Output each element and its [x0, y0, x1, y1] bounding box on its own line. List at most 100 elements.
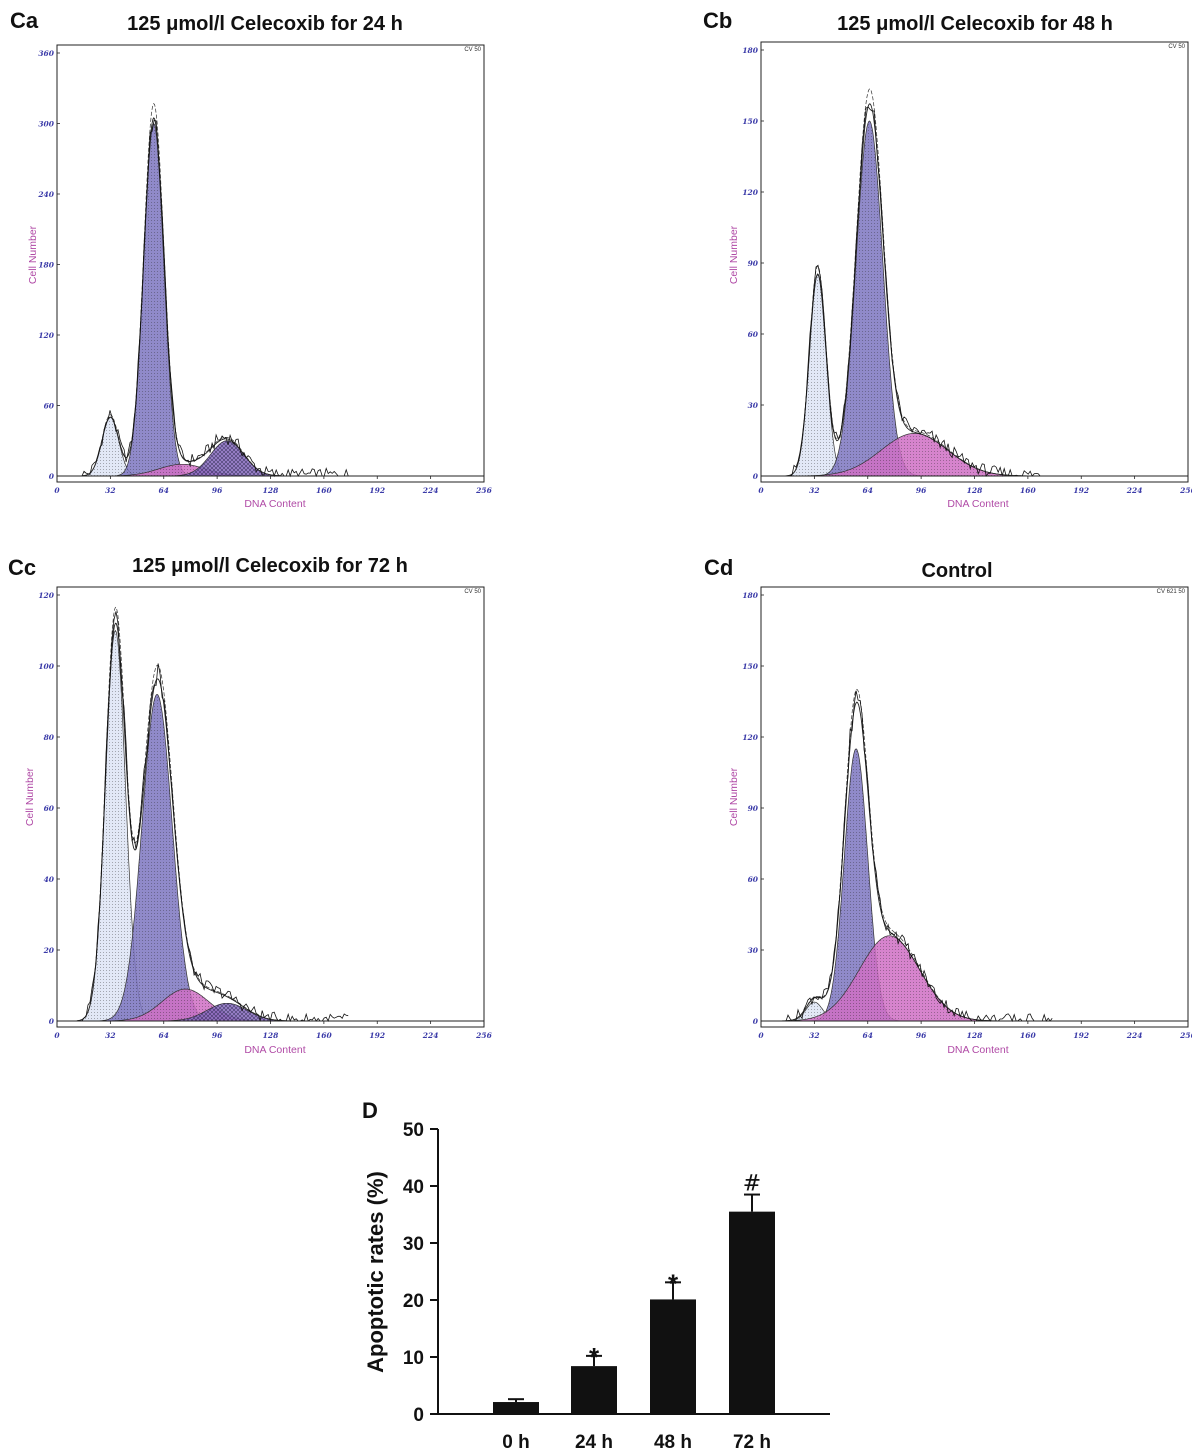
y-axis-label: Cell Number [24, 767, 36, 826]
x-tick-label: 192 [1073, 486, 1089, 495]
y-tick-label: 0 [413, 1405, 424, 1426]
panel-cc: Cc 125 μmol/l Celecoxib for 72 h 0 32 64 96… [8, 555, 493, 1056]
panel-label: D [362, 1098, 378, 1123]
y-tick-label: 100 [38, 662, 54, 671]
panel-d: D Apoptotic rates (%) 0 10 20 30 40 50 0 h 24 h… [362, 1098, 830, 1453]
x-tick-label: 64 [159, 486, 169, 495]
y-tick-label: 300 [38, 120, 54, 129]
bar [571, 1366, 617, 1414]
y-axis-label: Apoptotic rates (%) [363, 1171, 388, 1373]
x-tick-label: 96 [212, 1031, 223, 1040]
x-axis-label: DNA Content [244, 498, 305, 510]
y-tick-label: 180 [742, 46, 758, 55]
x-tick-label: 96 [916, 486, 927, 495]
envelope-line [784, 688, 1042, 1022]
panel-ca: Ca 125 μmol/l Celecoxib for 24 h 0 32 64 96… [10, 8, 493, 510]
y-tick-label: 50 [403, 1120, 424, 1141]
raw-histogram-line [785, 690, 1053, 1023]
x-tick-label: 128 [967, 486, 983, 495]
y-tick-label: 0 [753, 1017, 759, 1026]
x-axis-label: DNA Content [947, 498, 1008, 510]
y-tick-label: 80 [44, 733, 55, 742]
peak-texture [147, 1003, 308, 1021]
peak-texture [769, 935, 1010, 1021]
panel-label: Cb [703, 8, 732, 33]
y-tick-label: 240 [37, 190, 54, 199]
x-tick-label: 256 [475, 486, 492, 495]
x-tick-label: 96 [212, 486, 223, 495]
y-tick-label: 60 [44, 804, 55, 813]
x-tick-label: 32 [105, 486, 115, 495]
peak-texture [77, 417, 144, 476]
panel-title: Control [921, 560, 992, 582]
y-axis-label: Cell Number [27, 225, 39, 284]
peak-texture [781, 1002, 848, 1021]
x-tick-label: 64 [863, 486, 873, 495]
y-tick-label: 150 [742, 662, 758, 671]
y-tick-label: 90 [748, 804, 759, 813]
y-tick-label: 40 [44, 875, 55, 884]
peak-texture [113, 123, 194, 476]
panel-cd: Cd Control 0 32 64 96 128 160 192 224 256 0 30 60 90… [704, 555, 1192, 1056]
cv-tag: CV 50 [464, 589, 481, 595]
x-tick-label: 256 [1179, 1031, 1192, 1040]
x-tick-label: 160 [1020, 486, 1036, 495]
x-tick-label: 72 h [733, 1432, 771, 1453]
y-tick-label: 180 [742, 591, 758, 600]
panel-title: 125 μmol/l Celecoxib for 24 h [127, 13, 403, 35]
raw-histogram-line [81, 119, 349, 478]
x-tick-label: 48 h [654, 1432, 692, 1453]
y-tick-label: 360 [38, 49, 54, 58]
panel-title: 125 μmol/l Celecoxib for 72 h [132, 555, 408, 577]
x-tick-label: 0 [758, 1031, 764, 1040]
y-tick-label: 30 [748, 401, 759, 410]
x-tick-label: 64 [159, 1031, 169, 1040]
panel-label: Cc [8, 555, 36, 580]
significance-marker: # [743, 1172, 761, 1197]
y-tick-label: 10 [403, 1348, 424, 1369]
y-tick-label: 0 [753, 472, 759, 481]
x-tick-label: 192 [369, 486, 385, 495]
plot-frame [760, 41, 1189, 483]
y-tick-label: 60 [44, 402, 55, 411]
x-tick-label: 160 [316, 1031, 332, 1040]
x-tick-label: 192 [369, 1031, 385, 1040]
x-tick-label: 256 [475, 1031, 492, 1040]
cv-tag: CV 50 [464, 47, 481, 53]
cv-tag: CV 50 [1168, 44, 1185, 50]
x-tick-label: 32 [809, 486, 819, 495]
x-tick-label: 192 [1073, 1031, 1089, 1040]
y-tick-label: 20 [403, 1291, 424, 1312]
panel-cb: Cb 125 μmol/l Celecoxib for 48 h 0 32 64 96… [703, 8, 1192, 510]
bar [493, 1402, 539, 1414]
panel-label: Cd [704, 555, 733, 580]
x-tick-label: 96 [916, 1031, 927, 1040]
y-tick-label: 30 [403, 1234, 424, 1255]
y-axis-label: Cell Number [728, 767, 740, 826]
y-tick-label: 40 [403, 1177, 424, 1198]
y-tick-label: 0 [49, 472, 55, 481]
x-tick-label: 160 [316, 486, 332, 495]
x-tick-label: 64 [863, 1031, 873, 1040]
x-tick-label: 128 [263, 486, 279, 495]
y-tick-label: 120 [38, 331, 54, 340]
y-tick-label: 20 [43, 946, 55, 955]
y-tick-label: 60 [748, 875, 759, 884]
peak-texture [88, 464, 276, 476]
x-tick-label: 24 h [575, 1432, 613, 1453]
y-tick-label: 0 [49, 1017, 55, 1026]
y-axis-label: Cell Number [728, 225, 740, 284]
plot-frame [760, 586, 1189, 1028]
x-tick-label: 0 [54, 1031, 60, 1040]
y-tick-label: 120 [38, 591, 54, 600]
y-tick-label: 120 [742, 188, 758, 197]
peak-texture [75, 630, 156, 1021]
y-tick-label: 120 [742, 733, 758, 742]
bar [650, 1299, 696, 1414]
x-tick-label: 224 [1126, 486, 1143, 495]
x-axis-label: DNA Content [947, 1044, 1008, 1056]
x-tick-label: 32 [809, 1031, 819, 1040]
x-tick-label: 224 [1126, 1031, 1143, 1040]
peak-texture [809, 748, 903, 1021]
